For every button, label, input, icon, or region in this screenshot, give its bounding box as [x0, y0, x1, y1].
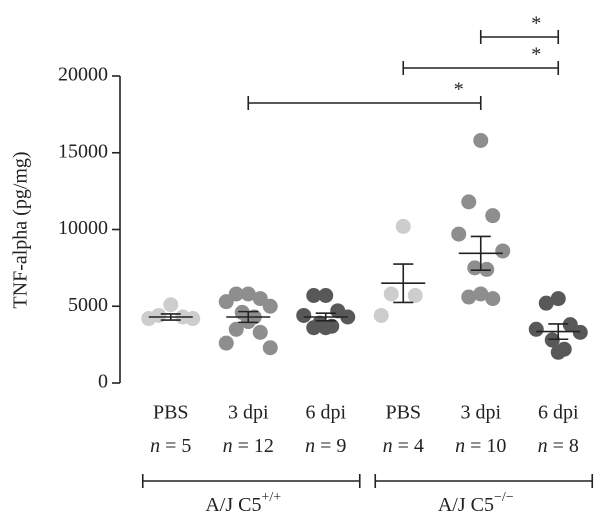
- n-italic: n: [538, 435, 548, 457]
- data-point: [461, 194, 477, 210]
- n-rest: = 4: [393, 435, 424, 457]
- data-point: [495, 243, 511, 259]
- y-tick-label: 0: [98, 371, 108, 393]
- y-tick-label: 10000: [58, 217, 108, 239]
- data-point: [141, 311, 157, 327]
- significance-label: *: [531, 44, 541, 66]
- data-point: [528, 321, 544, 337]
- group-label: A/J C5−/−: [438, 490, 514, 515]
- data-point: [163, 297, 179, 313]
- data-point: [228, 321, 244, 337]
- data-point: [218, 335, 234, 351]
- group-superscript: +/+: [261, 490, 281, 505]
- data-point: [318, 320, 334, 336]
- data-point: [395, 218, 411, 234]
- x-tick-label: 3 dpi: [228, 402, 269, 424]
- n-italic: n: [455, 435, 465, 457]
- data-point: [306, 288, 322, 304]
- x-tick-label: 6 dpi: [305, 402, 346, 424]
- data-point: [461, 289, 477, 305]
- n-rest: = 9: [315, 435, 346, 457]
- n-label: n = 5: [150, 435, 191, 457]
- n-label: n = 12: [223, 435, 274, 457]
- group-superscript: −/−: [494, 490, 514, 505]
- n-italic: n: [383, 435, 393, 457]
- data-point: [485, 208, 501, 224]
- n-rest: = 10: [465, 435, 506, 457]
- significance-label: *: [531, 13, 541, 35]
- y-axis-label: TNF-alpha (pg/mg): [10, 151, 32, 308]
- data-point: [373, 307, 389, 323]
- x-tick-label: 6 dpi: [538, 402, 579, 424]
- data-point: [185, 311, 201, 327]
- y-tick-label: 5000: [68, 294, 108, 316]
- data-point: [383, 286, 399, 302]
- n-italic: n: [150, 435, 160, 457]
- data-point: [262, 298, 278, 314]
- n-rest: = 12: [233, 435, 274, 457]
- data-point: [262, 340, 278, 356]
- group-name: A/J C5: [438, 494, 494, 516]
- n-rest: = 8: [548, 435, 579, 457]
- x-tick-label: 3 dpi: [460, 402, 501, 424]
- y-tick-label: 15000: [58, 140, 108, 162]
- x-tick-label: PBS: [153, 402, 189, 424]
- n-italic: n: [305, 435, 315, 457]
- n-label: n = 4: [383, 435, 424, 457]
- data-point: [473, 132, 489, 148]
- n-label: n = 9: [305, 435, 346, 457]
- x-tick-label: PBS: [385, 402, 421, 424]
- data-point: [318, 288, 334, 304]
- data-point: [485, 291, 501, 307]
- data-point: [550, 291, 566, 307]
- data-point: [252, 324, 268, 340]
- y-tick-label: 20000: [58, 64, 108, 86]
- significance-label: *: [454, 79, 464, 101]
- n-label: n = 8: [538, 435, 579, 457]
- data-point: [550, 344, 566, 360]
- data-point: [296, 307, 312, 323]
- data-point: [451, 226, 467, 242]
- n-label: n = 10: [455, 435, 506, 457]
- group-name: A/J C5: [205, 494, 261, 516]
- data-point: [306, 320, 322, 336]
- data-point: [240, 286, 256, 302]
- data-point: [473, 286, 489, 302]
- data-point: [218, 294, 234, 310]
- n-italic: n: [223, 435, 233, 457]
- data-point: [467, 260, 483, 276]
- n-rest: = 5: [160, 435, 191, 457]
- data-point: [538, 295, 554, 311]
- data-point: [407, 288, 423, 304]
- group-label: A/J C5+/+: [205, 490, 281, 515]
